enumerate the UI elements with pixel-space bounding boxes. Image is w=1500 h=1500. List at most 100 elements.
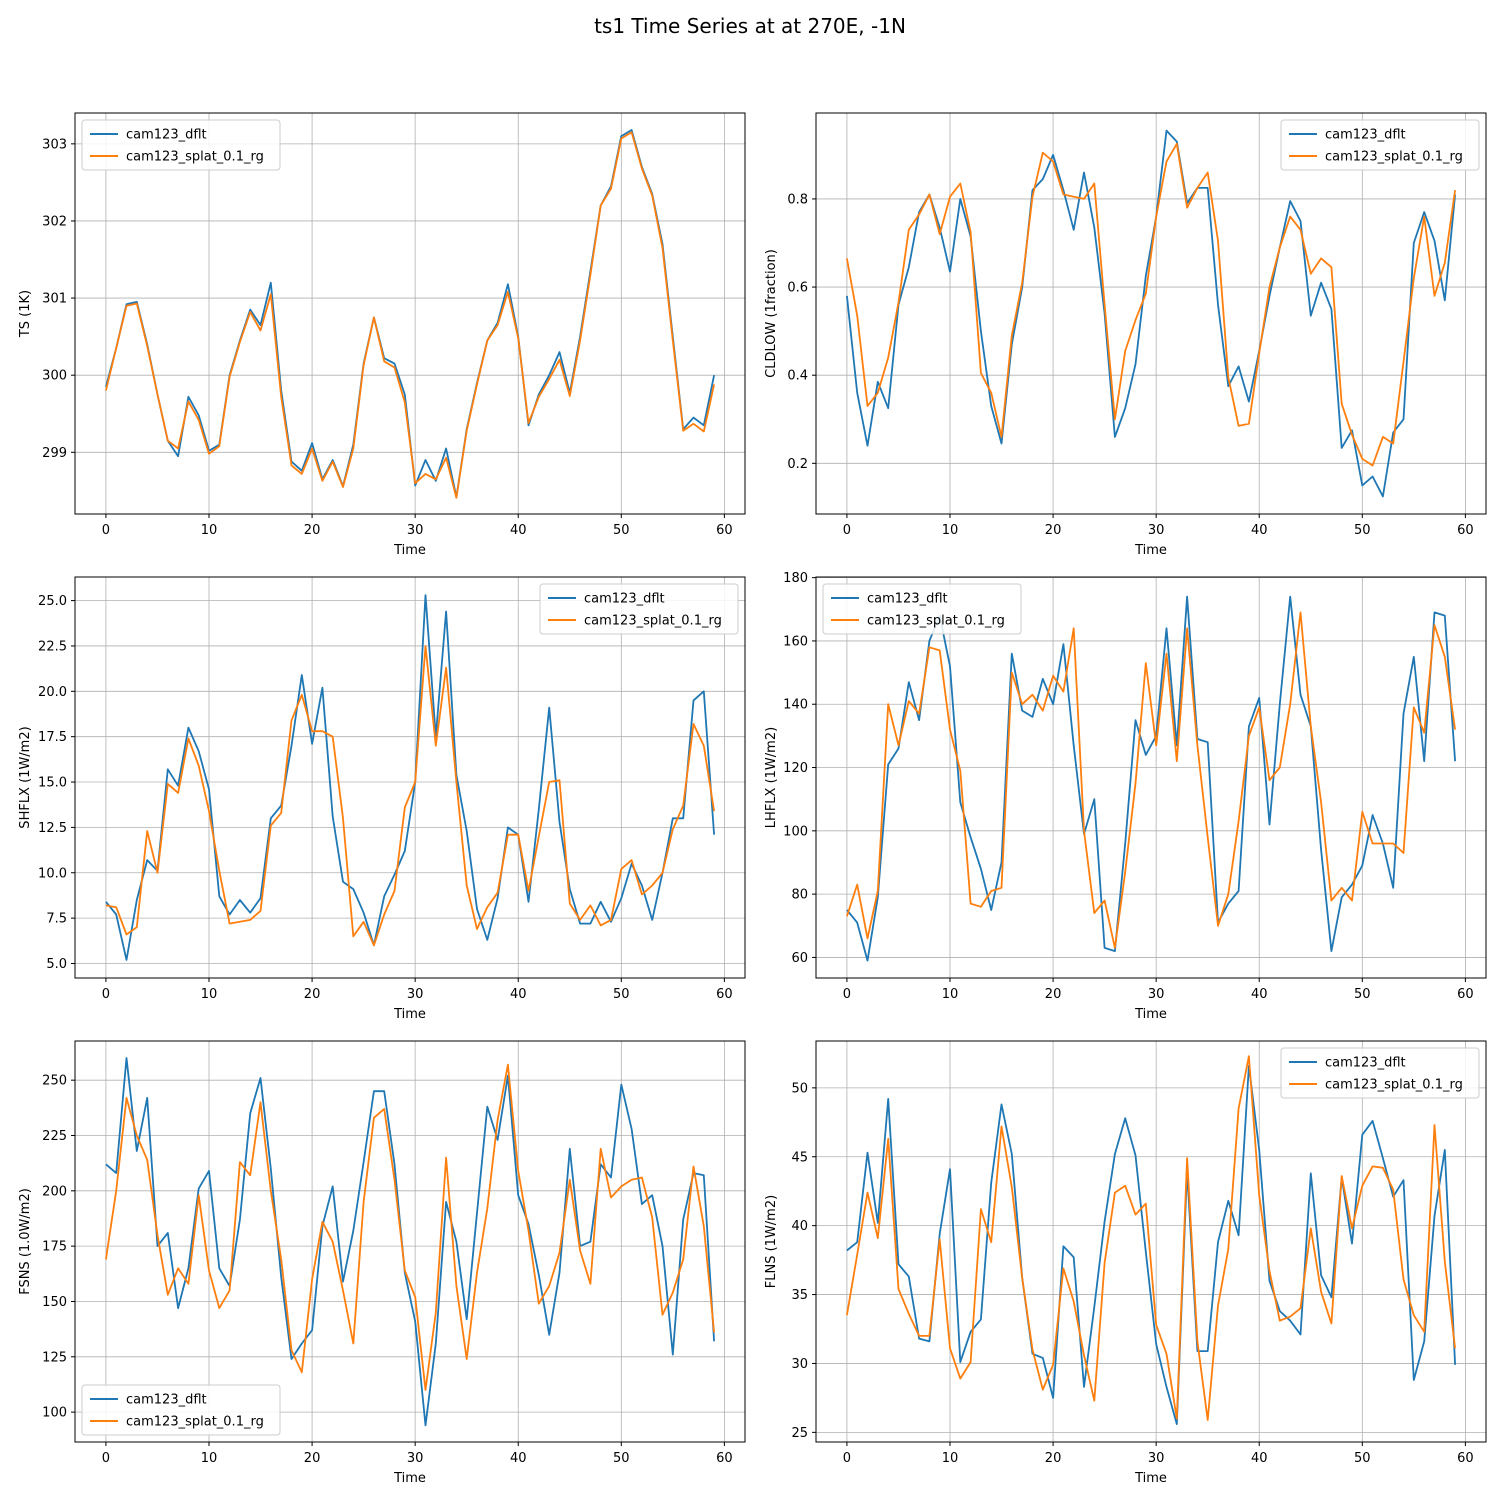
y-tick-label: 25 bbox=[791, 1426, 808, 1441]
y-tick-label: 50 bbox=[791, 1081, 808, 1096]
x-tick-label: 10 bbox=[201, 1451, 218, 1466]
x-tick-label: 0 bbox=[102, 1451, 110, 1466]
legend-label: cam123_splat_0.1_rg bbox=[867, 614, 1005, 629]
legend: cam123_dflt cam123_splat_0.1_rg bbox=[822, 583, 1022, 635]
x-axis-label: Time bbox=[393, 1471, 426, 1486]
x-tick-label: 60 bbox=[1457, 987, 1474, 1002]
y-tick-label: 200 bbox=[42, 1184, 67, 1199]
series-line-cam123-splat-0-1-rg bbox=[846, 611, 1456, 949]
x-tick-label: 0 bbox=[843, 1451, 851, 1466]
x-tick-label: 20 bbox=[1045, 523, 1062, 538]
y-tick-label: 175 bbox=[42, 1240, 67, 1255]
legend-label: cam123_dflt bbox=[126, 128, 207, 143]
series-line-cam123-dflt bbox=[846, 129, 1456, 498]
x-axis-label: Time bbox=[1134, 543, 1167, 558]
y-tick-label: 80 bbox=[791, 888, 808, 903]
x-tick-label: 10 bbox=[942, 523, 959, 538]
y-tick-label: 45 bbox=[791, 1150, 808, 1165]
x-axis-label: Time bbox=[393, 543, 426, 558]
chart-panel-6: 0 10 20 30 40 50 60 25 30 35 40 45 50 Time FLNS (1W/m2… bbox=[764, 1040, 1487, 1486]
x-tick-label: 50 bbox=[1354, 523, 1371, 538]
y-tick-label: 180 bbox=[783, 571, 808, 586]
x-tick-label: 20 bbox=[304, 523, 321, 538]
y-tick-label: 25.0 bbox=[38, 594, 67, 609]
x-tick-label: 40 bbox=[510, 1451, 527, 1466]
x-tick-label: 60 bbox=[716, 523, 733, 538]
series-line-cam123-splat-0-1-rg bbox=[846, 1055, 1456, 1421]
x-tick-label: 40 bbox=[1251, 987, 1268, 1002]
x-axis-label: Time bbox=[1134, 1007, 1167, 1022]
series-line-cam123-dflt bbox=[846, 1064, 1456, 1425]
plot-frame bbox=[74, 112, 746, 515]
x-axis-label: Time bbox=[393, 1007, 426, 1022]
x-tick-label: 40 bbox=[1251, 523, 1268, 538]
y-tick-label: 12.5 bbox=[38, 821, 67, 836]
legend-box bbox=[81, 119, 281, 171]
x-tick-label: 20 bbox=[304, 1451, 321, 1466]
legend-label: cam123_dflt bbox=[584, 592, 665, 607]
x-tick-label: 10 bbox=[942, 987, 959, 1002]
x-tick-label: 10 bbox=[201, 523, 218, 538]
y-tick-label: 0.4 bbox=[787, 369, 808, 384]
y-tick-label: 5.0 bbox=[46, 957, 67, 972]
y-tick-label: 300 bbox=[42, 369, 67, 384]
y-tick-label: 15.0 bbox=[38, 776, 67, 791]
x-tick-label: 10 bbox=[942, 1451, 959, 1466]
x-tick-label: 40 bbox=[1251, 1451, 1268, 1466]
y-tick-label: 0.2 bbox=[787, 457, 808, 472]
legend: cam123_dflt cam123_splat_0.1_rg bbox=[1280, 119, 1480, 171]
y-axis-label: TS (1K) bbox=[18, 290, 33, 338]
y-tick-label: 120 bbox=[783, 761, 808, 776]
x-tick-label: 60 bbox=[1457, 523, 1474, 538]
x-tick-label: 10 bbox=[201, 987, 218, 1002]
y-tick-label: 60 bbox=[791, 951, 808, 966]
legend-label: cam123_dflt bbox=[126, 1393, 207, 1408]
x-tick-label: 60 bbox=[716, 987, 733, 1002]
legend-label: cam123_dflt bbox=[1325, 128, 1406, 143]
y-axis-label: LHFLX (1W/m2) bbox=[764, 727, 779, 828]
legend-box bbox=[1280, 1047, 1480, 1099]
x-tick-label: 50 bbox=[613, 987, 630, 1002]
y-tick-label: 35 bbox=[791, 1288, 808, 1303]
y-tick-label: 150 bbox=[42, 1295, 67, 1310]
x-tick-label: 30 bbox=[1148, 523, 1165, 538]
plot-frame bbox=[74, 1040, 746, 1443]
legend-label: cam123_splat_0.1_rg bbox=[126, 1415, 264, 1430]
legend: cam123_dflt cam123_splat_0.1_rg bbox=[81, 119, 281, 171]
chart-panel-1: 0 10 20 30 40 50 60 299 300 301 302 303 Time TS (1K) c… bbox=[18, 112, 746, 558]
legend-label: cam123_splat_0.1_rg bbox=[1325, 150, 1463, 165]
chart-panel-4: 0 10 20 30 40 50 60 60 80 100 120 140 160 180 Time LHFL… bbox=[764, 571, 1487, 1022]
x-tick-label: 50 bbox=[1354, 987, 1371, 1002]
chart-panel-3: 0 10 20 30 40 50 60 5.0 7.5 10.0 12.5 15.0 17.5 20.0 2… bbox=[18, 576, 746, 1022]
legend-box bbox=[822, 583, 1022, 635]
chart-panel-5: 0 10 20 30 40 50 60 100 125 150 175 200 225 250 Time FS… bbox=[18, 1040, 746, 1486]
x-tick-label: 0 bbox=[102, 523, 110, 538]
legend-label: cam123_splat_0.1_rg bbox=[126, 150, 264, 165]
y-tick-label: 40 bbox=[791, 1219, 808, 1234]
legend-box bbox=[1280, 119, 1480, 171]
legend-box bbox=[81, 1384, 281, 1436]
y-tick-label: 160 bbox=[783, 634, 808, 649]
y-tick-label: 0.6 bbox=[787, 281, 808, 296]
y-tick-label: 301 bbox=[42, 292, 67, 307]
y-tick-label: 17.5 bbox=[38, 730, 67, 745]
legend-label: cam123_splat_0.1_rg bbox=[1325, 1078, 1463, 1093]
x-tick-label: 50 bbox=[613, 523, 630, 538]
legend: cam123_dflt cam123_splat_0.1_rg bbox=[539, 583, 739, 635]
y-tick-label: 140 bbox=[783, 698, 808, 713]
legend-label: cam123_dflt bbox=[1325, 1056, 1406, 1071]
x-axis-label: Time bbox=[1134, 1471, 1167, 1486]
y-tick-label: 22.5 bbox=[38, 639, 67, 654]
series-line-cam123-splat-0-1-rg bbox=[105, 1063, 715, 1391]
series-line-cam123-dflt bbox=[846, 595, 1456, 962]
x-tick-label: 30 bbox=[1148, 987, 1165, 1002]
y-tick-label: 7.5 bbox=[46, 912, 67, 927]
y-tick-label: 303 bbox=[42, 137, 67, 152]
x-tick-label: 50 bbox=[613, 1451, 630, 1466]
x-tick-label: 0 bbox=[843, 523, 851, 538]
x-tick-label: 20 bbox=[1045, 1451, 1062, 1466]
x-tick-label: 30 bbox=[407, 987, 424, 1002]
legend-label: cam123_splat_0.1_rg bbox=[584, 614, 722, 629]
x-tick-label: 40 bbox=[510, 523, 527, 538]
